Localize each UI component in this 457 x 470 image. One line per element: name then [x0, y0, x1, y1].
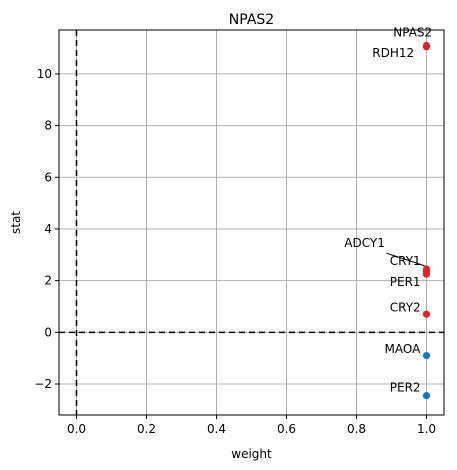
point-label: PER2	[390, 381, 421, 395]
y-tick-label: 6	[44, 170, 52, 184]
y-tick-label: 2	[44, 274, 52, 288]
x-tick-label: 0.6	[277, 422, 296, 436]
point-label: CRY1	[390, 254, 421, 268]
y-axis-label: stat	[9, 211, 23, 234]
point-label: ADCY1	[344, 236, 385, 250]
x-tick-label: 0.4	[207, 422, 226, 436]
x-tick-label: 0.0	[67, 422, 86, 436]
point-label: PER1	[390, 275, 421, 289]
reference-lines	[59, 30, 444, 415]
point-cry2	[422, 310, 431, 318]
point-annotations: NPAS2 RDH12 ADCY1 CRY1 PER1 CRY2 MAOA PER2	[344, 25, 432, 394]
chart-title: NPAS2	[229, 12, 274, 28]
point-maoa	[422, 351, 431, 360]
point-rdh12	[422, 43, 431, 51]
y-tick-label: 0	[44, 325, 52, 339]
x-tick-label: 0.8	[347, 422, 366, 436]
x-tick-label: 0.2	[137, 422, 156, 436]
y-tick-label: 10	[37, 67, 52, 81]
point-per2	[422, 392, 431, 400]
point-label: NPAS2	[393, 25, 432, 39]
y-tick-label: 4	[44, 222, 52, 236]
point-label: RDH12	[372, 46, 414, 60]
point-label: CRY2	[390, 301, 421, 315]
x-tick-label: 1.0	[417, 422, 436, 436]
point-label: MAOA	[385, 342, 422, 356]
grid-lines	[59, 30, 444, 415]
x-axis-label: weight	[231, 447, 272, 461]
y-tick-label: 8	[44, 119, 52, 133]
data-points	[422, 41, 431, 400]
point-per1	[422, 270, 431, 278]
plot-frame	[58, 29, 445, 416]
y-tick-label: −2	[34, 377, 52, 391]
axis-ticks: 0.0 0.2 0.4 0.6 0.8 1.0 −2 0 2 4 6 8 10	[34, 67, 436, 436]
annotation-arrow	[386, 252, 425, 267]
